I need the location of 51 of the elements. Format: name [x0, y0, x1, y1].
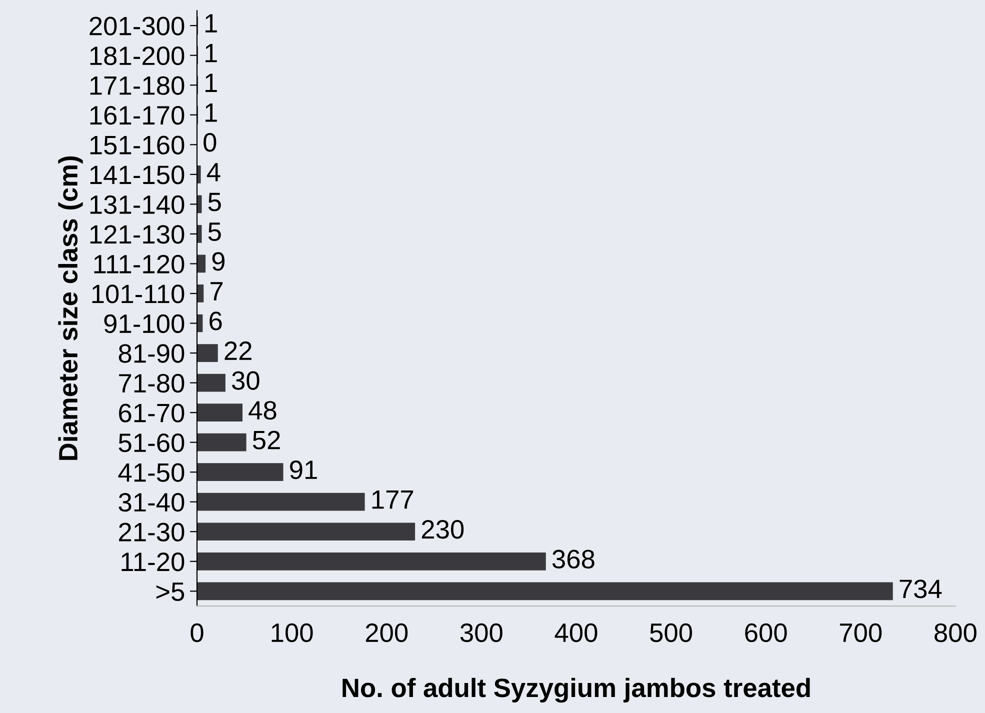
y-tick-label: 171-180 [90, 76, 184, 95]
x-tick-label: 400 [554, 623, 598, 642]
y-tick-label: 151-160 [90, 136, 184, 154]
y-tick-label: 131-140 [90, 195, 184, 214]
data-label: 48 [248, 400, 276, 420]
y-tick-label: 21-30 [119, 522, 184, 542]
y-tick-label: 81-90 [118, 344, 184, 363]
y-tick-label: >5 [156, 582, 184, 601]
data-label: 91 [290, 460, 317, 480]
x-tick-label: 600 [745, 623, 787, 642]
x-tick-label: 700 [840, 623, 882, 642]
data-label: 4 [206, 163, 220, 182]
x-tick-label: 100 [272, 623, 313, 642]
data-label: 1 [206, 14, 217, 32]
y-tick-label: 161-170 [90, 106, 184, 125]
y-tick-label: 101-110 [92, 284, 184, 304]
data-label: 7 [210, 282, 223, 300]
y-tick-label: 91-100 [104, 314, 184, 334]
y-tick-label: 181-200 [90, 46, 184, 66]
data-label: 9 [212, 252, 225, 271]
y-tick-label: 141-150 [90, 166, 184, 184]
y-tick-label: 61-70 [119, 404, 184, 422]
data-label: 230 [422, 520, 464, 539]
y-tick-label: 11-20 [122, 552, 184, 572]
y-tick-label: 31-40 [118, 493, 184, 512]
data-label: 5 [208, 222, 221, 242]
y-tick-label: 71-80 [119, 374, 184, 393]
data-label: 30 [232, 371, 260, 390]
data-label: 5 [208, 192, 221, 212]
data-label: 22 [224, 341, 252, 360]
y-tick-label: 111-120 [94, 254, 184, 274]
x-axis-title: No. of adult Syzygium jambos treated [342, 678, 810, 703]
y-tick-label: 41-50 [118, 463, 184, 482]
data-label: 1 [206, 44, 217, 62]
data-label: 0 [204, 133, 216, 152]
y-tick-label: 51-60 [118, 433, 184, 452]
x-tick-label: 200 [366, 623, 408, 642]
x-tick-label: 500 [650, 623, 692, 642]
data-label: 177 [372, 490, 414, 509]
data-label: 1 [206, 74, 217, 92]
x-tick-label: 800 [934, 623, 976, 642]
y-tick-label: 201-300 [90, 16, 184, 36]
data-label: 1 [206, 104, 217, 122]
x-tick-label: 300 [460, 623, 502, 642]
data-label: 6 [210, 312, 222, 330]
y-tick-label: 121-130 [90, 225, 184, 244]
data-label: 52 [252, 430, 280, 450]
data-label: 734 [900, 580, 942, 598]
y-axis-title: Diameter size class (cm) [58, 156, 83, 460]
data-label: 368 [552, 550, 594, 568]
x-tick-label: 0 [190, 623, 204, 642]
